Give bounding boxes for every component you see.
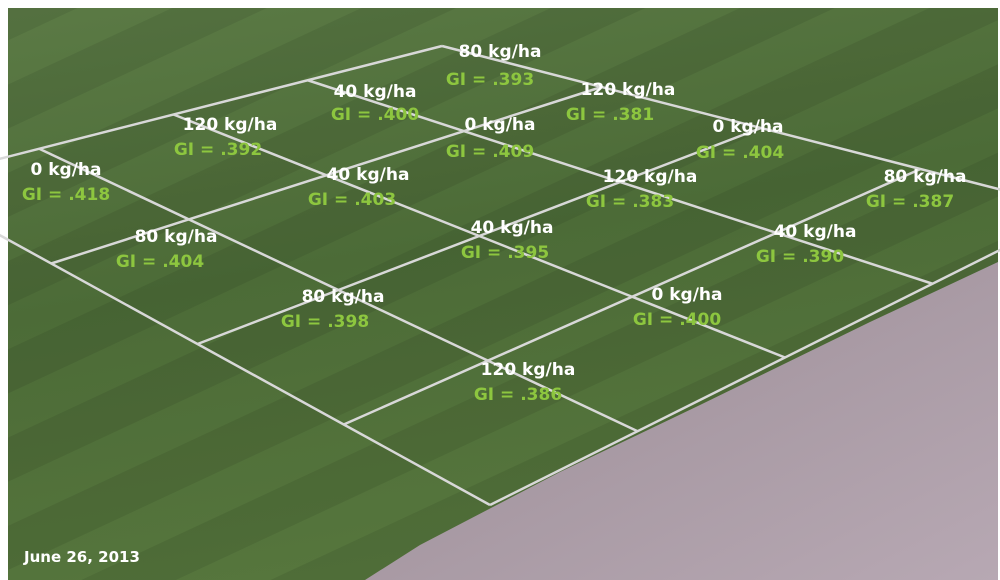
rate-label: 0 kg/ha: [30, 160, 101, 180]
grid-line: [197, 126, 762, 346]
gi-label: GI = .390: [756, 247, 844, 267]
rate-label: 40 kg/ha: [334, 82, 417, 102]
grid-line: [489, 248, 1000, 507]
rate-label: 0 kg/ha: [712, 117, 783, 137]
grid-line: [441, 44, 1000, 191]
gi-label: GI = .400: [633, 310, 721, 330]
gi-label: GI = .395: [461, 243, 549, 263]
rate-label: 120 kg/ha: [183, 115, 278, 135]
soil: [365, 262, 998, 580]
rate-label: 120 kg/ha: [581, 80, 676, 100]
rate-label: 80 kg/ha: [135, 227, 218, 247]
grid-line: [343, 167, 922, 426]
rate-label: 40 kg/ha: [471, 218, 554, 238]
rate-label: 0 kg/ha: [651, 285, 722, 305]
rate-label: 80 kg/ha: [302, 287, 385, 307]
gi-label: GI = .403: [308, 190, 396, 210]
rate-label: 80 kg/ha: [884, 167, 967, 187]
gi-label: GI = .400: [331, 105, 419, 125]
gi-label: GI = .387: [866, 192, 954, 212]
gi-label: GI = .393: [446, 70, 534, 90]
rate-label: 40 kg/ha: [327, 165, 410, 185]
gi-label: GI = .381: [566, 105, 654, 125]
gi-label: GI = .418: [22, 185, 110, 205]
plot-labels: 80 kg/ha GI = .393 40 kg/ha GI = .400 120 kg…: [22, 42, 967, 405]
grid-line: [307, 79, 933, 285]
rate-label: 120 kg/ha: [481, 360, 576, 380]
rate-label: 0 kg/ha: [464, 115, 535, 135]
gi-label: GI = .404: [696, 143, 784, 163]
rate-label: 40 kg/ha: [774, 222, 857, 242]
date-label: June 26, 2013: [23, 548, 140, 566]
gi-label: GI = .386: [474, 385, 562, 405]
gi-label: GI = .409: [446, 142, 534, 162]
gi-label: GI = .398: [281, 312, 369, 332]
plot-grid: [0, 44, 1000, 507]
gi-label: GI = .383: [586, 192, 674, 212]
gi-label: GI = .404: [116, 252, 204, 272]
gi-label: GI = .392: [174, 140, 262, 160]
rate-label: 80 kg/ha: [459, 42, 542, 62]
rate-label: 120 kg/ha: [603, 167, 698, 187]
